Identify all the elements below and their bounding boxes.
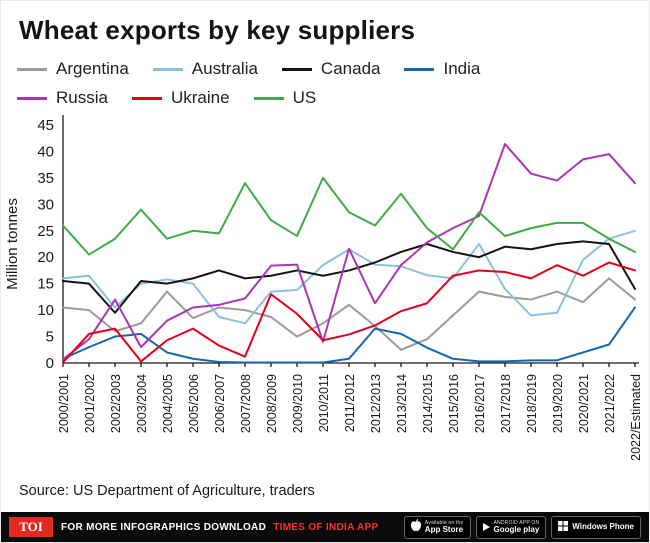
toi-logo: TOI <box>9 517 53 537</box>
x-tick-label: 2017/2018 <box>499 374 513 433</box>
y-tick-label: 35 <box>37 170 54 187</box>
legend-item-canada: Canada <box>281 59 381 79</box>
badge-label: Windows Phone <box>572 522 634 531</box>
x-tick-label: 2004/2005 <box>161 374 175 433</box>
legend-row: Russia Ukraine US <box>17 88 504 108</box>
line-chart: 0 5 10 15 20 25 30 35 40 45 2000/2001 2001/2002 2002… <box>4 115 643 461</box>
x-tick-label: 2008/2009 <box>265 374 279 433</box>
legend-item-argentina: Argentina <box>17 59 129 79</box>
legend-item-australia: Australia <box>152 59 258 79</box>
y-tick-label: 15 <box>37 276 54 293</box>
series-line-ukraine <box>62 261 636 364</box>
play-icon <box>482 523 490 531</box>
app-store-badge[interactable]: Available on the App Store <box>403 515 471 539</box>
series-line-russia <box>62 143 636 361</box>
y-tick-label: 45 <box>37 117 54 134</box>
x-tick-label: 2019/2020 <box>551 374 565 433</box>
x-tick-label: 2020/2021 <box>577 374 591 433</box>
badge-subtext: Available on the <box>424 519 464 526</box>
store-badges: Available on the App Store ANDROID APP O… <box>403 515 641 539</box>
legend-swatch <box>281 67 312 71</box>
footer-message-prefix: FOR MORE INFOGRAPHICS DOWNLOAD <box>61 521 267 533</box>
windows-icon <box>558 518 569 536</box>
series-line-argentina <box>62 277 636 351</box>
badge-label: App Store <box>424 524 464 534</box>
y-tick-label: 10 <box>37 302 54 319</box>
chart-legend: Argentina Australia Canada India Russia Ukrai… <box>17 59 504 117</box>
y-tick-label: 30 <box>37 196 54 213</box>
y-tick-label: 5 <box>46 329 54 346</box>
legend-swatch <box>17 96 47 100</box>
x-tick-label: 2022/Estimated <box>629 374 643 461</box>
y-tick-label: 20 <box>37 249 54 266</box>
legend-swatch <box>253 96 284 100</box>
y-tick-label: 0 <box>46 355 54 372</box>
google-play-badge[interactable]: ANDROID APP ON Google play <box>475 515 547 539</box>
x-tick-label: 2010/2011 <box>317 374 331 432</box>
x-tick-label: 2012/2013 <box>369 374 383 433</box>
legend-label: Argentina <box>56 59 129 78</box>
x-tick-label: 2014/2015 <box>421 374 435 433</box>
x-tick-label: 2015/2016 <box>447 374 461 433</box>
windows-phone-badge[interactable]: Windows Phone <box>551 515 641 539</box>
legend-item-us: US <box>253 88 317 108</box>
x-tick-label: 2005/2006 <box>187 374 201 433</box>
x-tick-label: 2013/2014 <box>395 374 409 433</box>
x-tick-label: 2021/2022 <box>603 374 617 433</box>
x-tick-label: 2001/2002 <box>83 374 97 433</box>
legend-row: Argentina Australia Canada India <box>17 59 504 79</box>
legend-label: Australia <box>191 59 258 78</box>
legend-swatch <box>131 96 162 100</box>
legend-swatch <box>404 67 435 71</box>
footer-bar: TOI FOR MORE INFOGRAPHICS DOWNLOAD TIMES… <box>1 512 649 542</box>
legend-label: Canada <box>320 59 381 78</box>
legend-label: Ukraine <box>170 88 230 107</box>
legend-swatch <box>17 67 47 71</box>
x-tick-label: 2006/2007 <box>213 374 227 433</box>
chart-title: Wheat exports by key suppliers <box>19 15 416 45</box>
legend-label: US <box>292 88 317 107</box>
footer-message-highlight: TIMES OF INDIA APP <box>273 521 379 533</box>
x-tick-label: 2000/2001 <box>57 374 71 433</box>
legend-label: Russia <box>56 88 108 107</box>
footer-message: FOR MORE INFOGRAPHICS DOWNLOAD TIMES OF … <box>61 522 378 533</box>
apple-icon <box>410 518 421 536</box>
legend-item-russia: Russia <box>17 88 108 108</box>
badge-label: Google play <box>493 524 540 534</box>
legend-item-ukraine: Ukraine <box>131 88 230 108</box>
x-tick-label: 2011/2012 <box>343 374 357 432</box>
legend-label: India <box>443 59 481 78</box>
x-tick-label: 2009/2010 <box>291 374 305 433</box>
y-axis-label: Million tonnes <box>4 198 21 290</box>
legend-swatch <box>152 67 183 71</box>
series-line-us <box>62 176 636 256</box>
x-tick-label: 2018/2019 <box>525 374 539 433</box>
x-tick-label: 2016/2017 <box>473 374 487 433</box>
y-tick-label: 25 <box>37 223 54 240</box>
x-tick-label: 2002/2003 <box>109 374 123 433</box>
source-note: Source: US Department of Agriculture, tr… <box>19 483 315 499</box>
x-tick-label: 2007/2008 <box>239 374 253 433</box>
series-line-canada <box>62 240 636 314</box>
y-tick-label: 40 <box>37 143 54 160</box>
x-tick-label: 2003/2004 <box>135 374 149 433</box>
legend-item-india: India <box>404 59 480 79</box>
badge-subtext: ANDROID APP ON <box>493 519 540 526</box>
